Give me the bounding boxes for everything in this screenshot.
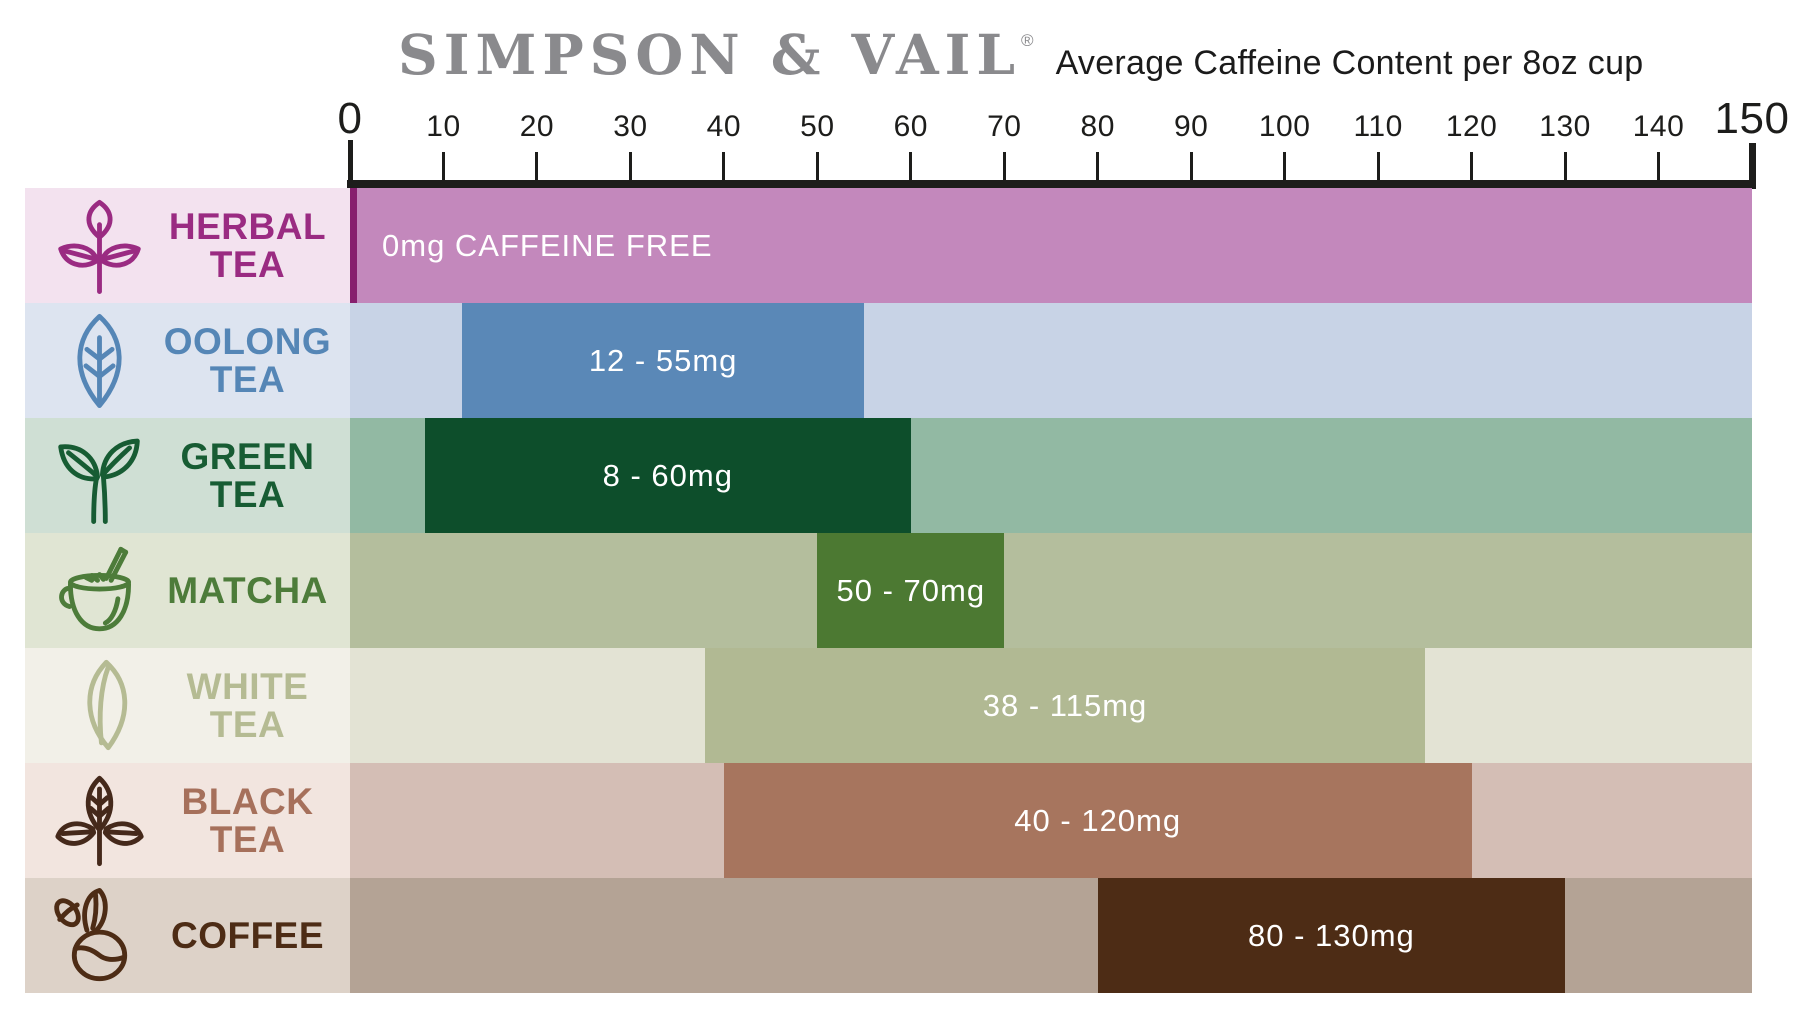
axis-tick-mark [1002,152,1006,182]
bar-value-label: 50 - 70mg [836,572,986,608]
bar-track-green-tea: 8 - 60mg [350,418,1752,533]
axis-tick-mark [722,152,726,182]
bar-value-label: 80 - 130mg [1247,917,1415,953]
oolong-tea-icon [43,310,155,412]
bar-black-tea: 40 - 120mg [723,763,1472,878]
label-cell-coffee: COFFEE [25,878,350,993]
coffee-icon [43,885,155,987]
matcha-icon [43,540,155,642]
axis-tick-label: 130 [1539,110,1591,143]
row-green-tea: GREEN TEA 8 - 60mg [25,418,1752,533]
row-black-tea: BLACK TEA 40 - 120mg [25,763,1752,878]
brand-logo: SIMPSON & VAIL® [398,22,1034,87]
bar-track-white-tea: 38 - 115mg [350,648,1752,763]
axis-tick-label: 40 [706,110,742,143]
axis-tick-label: 110 [1353,110,1403,143]
label-cell-oolong-tea: OOLONG TEA [25,303,350,418]
label-cell-white-tea: WHITE TEA [25,648,350,763]
bar-matcha: 50 - 70mg [817,533,1005,648]
axis-tick-mark [441,152,445,182]
bar-value-label: 0mg CAFFEINE FREE [382,227,713,263]
axis-tick-label: 30 [613,110,648,143]
row-label: OOLONG TEA [163,320,332,400]
axis-tick-label: 50 [800,110,835,143]
axis-tick-mark [1563,152,1567,182]
bar-value-label: 38 - 115mg [982,687,1148,723]
herbal-tea-icon [43,195,155,297]
axis-tick-label: 120 [1445,110,1498,143]
axis-tick-mark [1470,152,1474,182]
row-matcha: MATCHA 50 - 70mg [25,533,1752,648]
axis-tick-label: 80 [1080,110,1115,143]
black-tea-icon [43,770,155,872]
axis-tick-mark [1189,152,1193,182]
bar-track-matcha: 50 - 70mg [350,533,1752,648]
chart-header: SIMPSON & VAIL® Average Caffeine Content… [398,22,1644,87]
axis-tick-label: 100 [1258,110,1311,143]
zero-axis-line [350,188,357,303]
bar-value-label: 40 - 120mg [1014,802,1182,838]
axis-line [347,180,1756,189]
row-label: COFFEE [170,914,325,956]
registered-trademark: ® [1021,31,1034,50]
bar-herbal-tea: 0mg CAFFEINE FREE [350,188,1752,303]
row-herbal-tea: HERBAL TEA 0mg CAFFEINE FREE [25,188,1752,303]
label-cell-green-tea: GREEN TEA [25,418,350,533]
axis-tick-label: 10 [426,110,461,143]
axis-tick-mark [1096,152,1100,182]
axis-tick-mark [1657,152,1661,182]
axis-tick-label: 20 [519,110,555,143]
bar-value-label: 12 - 55mg [588,342,738,378]
brand-name: SIMPSON & VAIL [398,22,1022,87]
row-label: HERBAL TEA [168,205,327,285]
row-label: MATCHA [167,569,328,611]
label-cell-herbal-tea: HERBAL TEA [25,188,350,303]
bar-track-oolong-tea: 12 - 55mg [350,303,1752,418]
axis-tick-label: 90 [1174,110,1209,143]
bar-track-herbal-tea: 0mg CAFFEINE FREE [350,188,1752,303]
axis-tick-mark [1283,152,1287,182]
bar-value-label: 8 - 60mg [602,457,733,493]
row-label: GREEN TEA [180,435,315,515]
axis-tick-mark [1376,152,1380,182]
row-coffee: COFFEE 80 - 130mg [25,878,1752,993]
axis-tick-mark [535,152,539,182]
axis-tick-mark [815,152,819,182]
axis-tick-label: 150 [1714,94,1790,143]
axis-tick-mark [1748,143,1756,188]
axis-tick-mark [628,152,632,182]
row-white-tea: WHITE TEA 38 - 115mg [25,648,1752,763]
row-label: BLACK TEA [181,780,314,860]
row-oolong-tea: OOLONG TEA 12 - 55mg [25,303,1752,418]
bar-coffee: 80 - 130mg [1097,878,1566,993]
row-label: WHITE TEA [186,665,309,745]
axis-tick-mark [347,140,353,188]
axis-tick-label: 70 [987,110,1022,143]
bar-white-tea: 38 - 115mg [705,648,1425,763]
chart-title: Average Caffeine Content per 8oz cup [1055,44,1644,82]
green-tea-icon [43,425,155,527]
white-tea-icon [43,655,155,757]
bar-track-coffee: 80 - 130mg [350,878,1752,993]
bar-track-black-tea: 40 - 120mg [350,763,1752,878]
label-cell-matcha: MATCHA [25,533,350,648]
axis-tick-label: 60 [893,110,928,143]
bar-oolong-tea: 12 - 55mg [462,303,865,418]
axis-tick-label: 0 [337,94,363,143]
axis-tick-mark [909,152,913,182]
axis-tick-label: 140 [1632,110,1685,143]
bar-green-tea: 8 - 60mg [424,418,911,533]
label-cell-black-tea: BLACK TEA [25,763,350,878]
